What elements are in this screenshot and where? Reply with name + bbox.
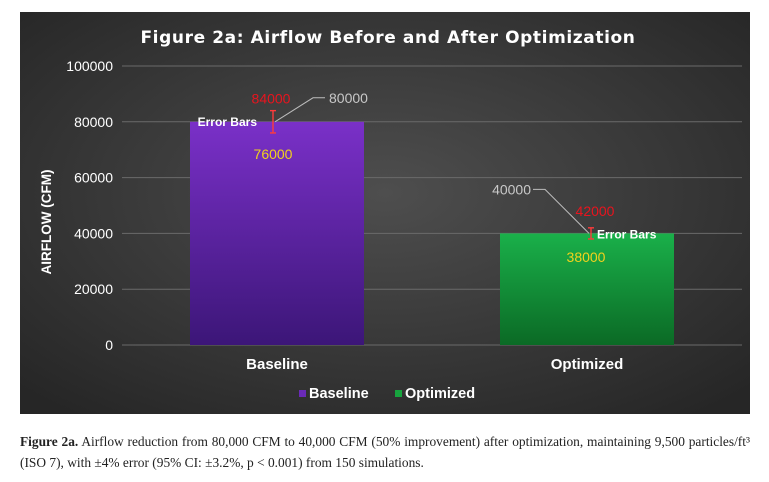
bar-baseline — [190, 121, 364, 345]
y-axis-title: AIRFLOW (CFM) — [39, 170, 54, 275]
y-tick-label: 100000 — [66, 58, 113, 74]
x-tick-label: Optimized — [551, 356, 624, 373]
legend-swatch-optimized — [395, 390, 402, 397]
value-label: 80000 — [329, 90, 368, 106]
caption-label: Figure 2a. — [20, 434, 79, 449]
figure-caption: Figure 2a. Airflow reduction from 80,000… — [20, 431, 750, 473]
annotations: 84000 Error Bars 76000 80000 42000 Error Bars… — [198, 90, 657, 265]
x-tick-label: Baseline — [246, 356, 308, 373]
error-bars-annotation: Error Bars — [597, 227, 657, 241]
error-lower-label: 38000 — [567, 249, 606, 265]
error-lower-label: 76000 — [254, 146, 293, 162]
y-tick-label: 0 — [105, 337, 113, 353]
y-axis-ticks: 0 20000 40000 60000 80000 100000 — [66, 58, 113, 353]
error-bars-annotation: Error Bars — [198, 115, 258, 129]
value-label: 40000 — [492, 181, 531, 197]
y-tick-label: 60000 — [74, 170, 113, 186]
legend-label-optimized: Optimized — [405, 386, 475, 402]
x-axis-ticks: Baseline Optimized — [246, 356, 623, 373]
y-tick-label: 80000 — [74, 114, 113, 130]
error-upper-label: 84000 — [252, 91, 291, 107]
chart-title: Figure 2a: Airflow Before and After Opti… — [140, 28, 635, 48]
bars — [190, 121, 674, 345]
legend-swatch-baseline — [299, 390, 306, 397]
value-leader-line — [533, 188, 590, 234]
y-tick-label: 20000 — [74, 281, 113, 297]
airflow-bar-chart: Figure 2a: Airflow Before and After Opti… — [20, 12, 750, 414]
legend: Baseline Optimized — [299, 386, 475, 402]
chart-panel: Figure 2a: Airflow Before and After Opti… — [20, 12, 750, 414]
legend-label-baseline: Baseline — [309, 386, 369, 402]
error-upper-label: 42000 — [576, 203, 615, 219]
chart-background — [20, 12, 750, 414]
y-tick-label: 40000 — [74, 225, 113, 241]
bar-optimized — [500, 233, 674, 345]
value-leader-line — [274, 97, 325, 123]
caption-text: Airflow reduction from 80,000 CFM to 40,… — [20, 434, 751, 470]
